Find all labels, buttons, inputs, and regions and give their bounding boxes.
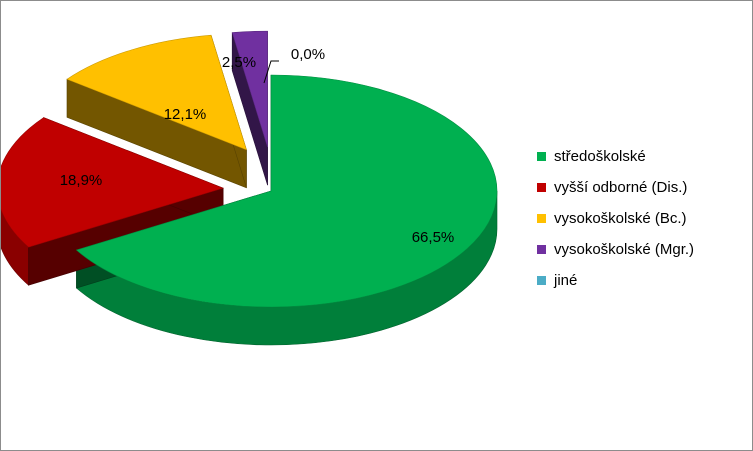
pie-slice-vysokoskolske-bc [66, 34, 247, 151]
legend-label: vyšší odborné (Dis.) [554, 179, 688, 196]
legend-swatch [537, 276, 546, 285]
pie-slice-vysokoskolske-mgr [231, 30, 268, 148]
legend: středoškolské vyšší odborné (Dis.) vysokoš… [537, 141, 694, 296]
data-label-vysokoskolske-mgr: 2,5% [222, 54, 256, 71]
legend-swatch [537, 183, 546, 192]
leader-line [263, 60, 279, 84]
data-label-vysokoskolske-bc: 12,1% [164, 106, 207, 123]
legend-label: středoškolské [554, 148, 646, 165]
legend-label: vysokoškolské (Bc.) [554, 210, 687, 227]
data-label-jine: 0,0% [291, 46, 325, 63]
legend-item-vyssi-odborne-dis: vyšší odborné (Dis.) [537, 172, 694, 203]
legend-item-stredoskolske: středoškolské [537, 141, 694, 172]
legend-label: jiné [554, 272, 578, 289]
data-label-stredoskolske: 66,5% [412, 229, 455, 246]
legend-item-vysokoskolske-mgr: vysokoškolské (Mgr.) [537, 234, 694, 265]
legend-swatch [537, 152, 546, 161]
legend-swatch [537, 214, 546, 223]
pie-slice-vyssi-odborne-dis [1, 117, 224, 248]
legend-item-jine: jiné [537, 265, 694, 296]
legend-label: vysokoškolské (Mgr.) [554, 241, 695, 258]
pie-slice-stredoskolske [75, 74, 498, 308]
legend-item-vysokoskolske-bc: vysokoškolské (Bc.) [537, 203, 694, 234]
legend-swatch [537, 245, 546, 254]
data-label-vyssi-odborne-dis: 18,9% [60, 172, 103, 189]
